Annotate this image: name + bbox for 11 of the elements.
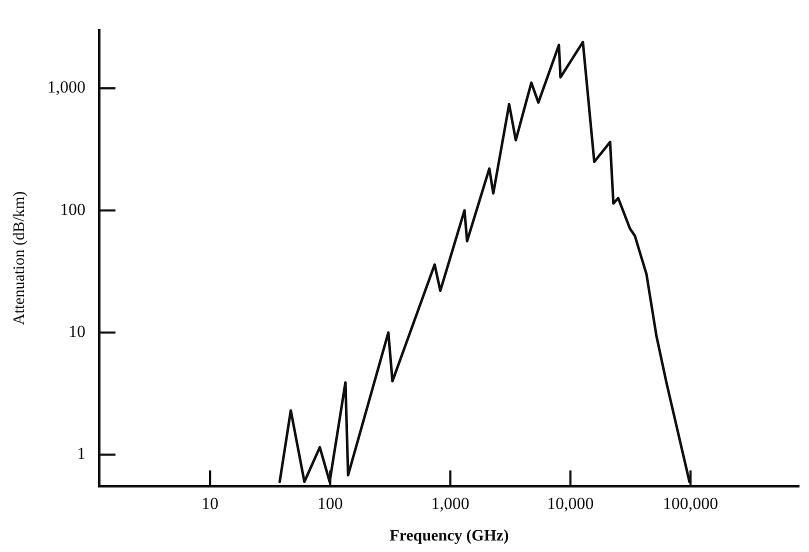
y-tick-label: 1,000 xyxy=(47,78,86,97)
y-tick-label: 100 xyxy=(60,200,86,219)
y-axis-title: Attenuation (dB/km) xyxy=(10,191,28,326)
x-tick-label: 10 xyxy=(202,494,219,514)
x-tick-label: 10,000 xyxy=(547,494,594,514)
x-tick-label: 100,000 xyxy=(662,494,718,514)
x-tick-label: 100 xyxy=(317,494,343,514)
y-tick-label: 1 xyxy=(76,444,86,464)
y-tick-label: 10 xyxy=(68,322,86,342)
x-tick-label: 1,000 xyxy=(431,494,470,514)
x-axis-title: Frequency (GHz) xyxy=(390,528,509,545)
